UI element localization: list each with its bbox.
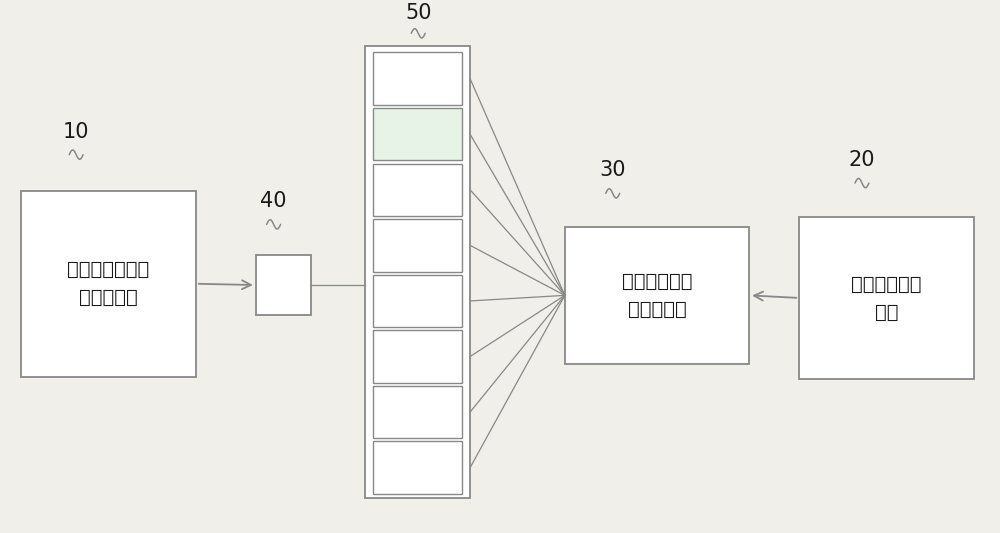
Bar — [373, 441, 462, 494]
Bar — [373, 386, 462, 438]
Bar — [256, 255, 311, 314]
Text: 20: 20 — [849, 150, 875, 170]
Bar — [21, 191, 196, 377]
Bar — [565, 227, 749, 364]
Text: 30: 30 — [599, 160, 626, 181]
Text: 50: 50 — [405, 3, 431, 23]
Bar — [373, 52, 462, 105]
Text: 10: 10 — [63, 122, 89, 142]
Text: 集成电路测试
系统: 集成电路测试 系统 — [851, 274, 922, 321]
Bar — [373, 219, 462, 272]
Text: 信号接口转换
集成电路板: 信号接口转换 集成电路板 — [622, 272, 692, 319]
Bar — [373, 274, 462, 327]
Bar — [373, 330, 462, 383]
Bar — [365, 46, 470, 498]
Text: 40: 40 — [260, 191, 287, 212]
Bar — [373, 164, 462, 216]
Bar — [373, 108, 462, 160]
Bar — [799, 216, 974, 379]
Text: 集成电路测试系
统校准装置: 集成电路测试系 统校准装置 — [67, 260, 150, 307]
